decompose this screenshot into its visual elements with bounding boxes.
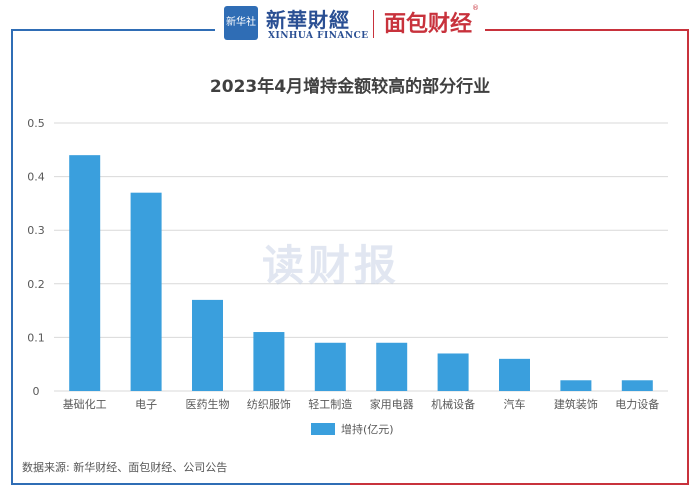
legend-label: 增持(亿元) [341, 422, 394, 436]
bar [69, 155, 101, 391]
bar [437, 353, 469, 391]
x-tick-label: 机械设备 [431, 397, 475, 411]
watermark: 读财报 [262, 241, 401, 290]
x-tick-label: 医药生物 [186, 397, 230, 411]
bar [621, 380, 653, 391]
legend-swatch [311, 423, 335, 435]
registered-mark: ® [472, 4, 479, 12]
x-tick-label: 基础化工 [63, 397, 107, 411]
x-tick-label: 电子 [135, 398, 157, 411]
y-tick-label: 0.3 [27, 224, 45, 237]
mianbao-finance-logo: 面包财经 [384, 12, 473, 37]
bar [560, 380, 592, 391]
xinhua-finance-logo: 新華財經 [266, 8, 350, 32]
xinhua-finance-en: XINHUA FINANCE [268, 31, 369, 41]
logo-divider [373, 10, 374, 38]
chart-title: 2023年4月增持金额较高的部分行业 [209, 77, 491, 97]
bar [253, 332, 285, 391]
x-tick-label: 建筑装饰 [554, 397, 598, 411]
y-tick-label: 0.5 [27, 117, 45, 130]
x-tick-label: 家用电器 [370, 397, 414, 411]
x-tick-label: 汽车 [504, 397, 526, 411]
header-logos: 新华社 新華財經 XINHUA FINANCE 面包财经 ® [0, 0, 700, 48]
y-tick-label: 0.1 [27, 331, 45, 344]
y-tick-label: 0.4 [27, 171, 45, 184]
x-tick-label: 轻工制造 [308, 397, 352, 411]
xinhua-logo-box: 新华社 [224, 6, 258, 40]
x-tick-label: 电力设备 [615, 397, 659, 411]
data-source-note: 数据来源: 新华财经、面包财经、公司公告 [22, 461, 228, 474]
bar [376, 342, 408, 391]
y-tick-label: 0 [33, 385, 40, 398]
bar [499, 358, 530, 391]
y-tick-label: 0.2 [27, 278, 45, 291]
bar [130, 192, 162, 391]
x-tick-label: 纺织服饰 [247, 397, 291, 411]
bar [192, 299, 223, 391]
bar [314, 342, 346, 391]
